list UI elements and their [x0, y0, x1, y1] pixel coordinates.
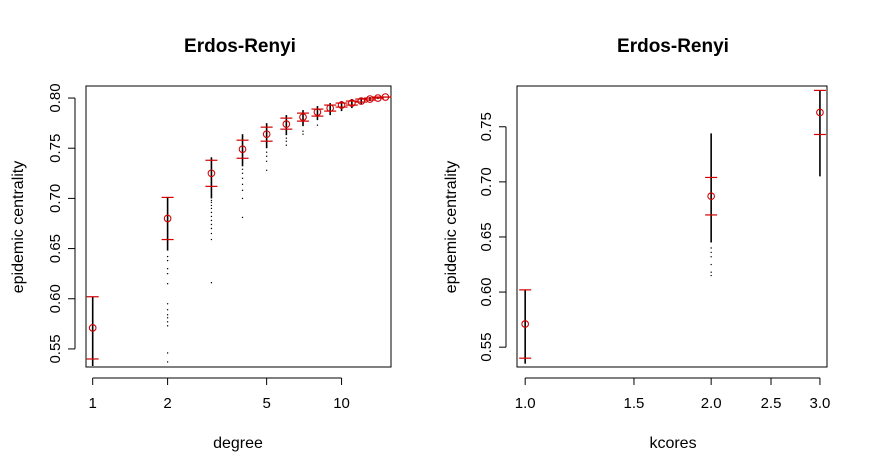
chart-title: Erdos-Renyi [617, 36, 729, 57]
y-tick-label: 0.55 [478, 333, 495, 362]
x-tick-label: 2.0 [701, 395, 722, 412]
mean-point [337, 101, 346, 109]
x-axis-label: degree [213, 435, 263, 452]
mean-point [313, 108, 322, 116]
outlier-point [166, 303, 169, 305]
outlier-point [166, 361, 169, 363]
y-tick-label: 0.60 [47, 284, 64, 313]
outlier-point [210, 207, 213, 210]
outlier-point [210, 201, 213, 204]
mean-point [521, 320, 530, 328]
x-tick-label: 10 [333, 395, 350, 412]
mean-point [707, 192, 715, 201]
mean-point [366, 95, 374, 103]
mean-point [238, 145, 247, 154]
outlier-point [265, 160, 268, 162]
outlier-point [302, 133, 304, 135]
outlier-point [166, 352, 169, 354]
outlier-point [166, 317, 169, 319]
outlier-point [166, 259, 169, 262]
outlier-point [210, 238, 213, 241]
outlier-point [210, 282, 213, 284]
outlier-point [285, 140, 288, 142]
mean-point [357, 97, 366, 105]
outlier-point [210, 219, 213, 222]
y-axis-label: epidemic centrality [10, 161, 27, 294]
y-tick-label: 0.70 [478, 167, 495, 196]
mean-point [262, 130, 271, 139]
outlier-point [710, 274, 712, 277]
mean-point [816, 108, 824, 117]
outlier-point [710, 251, 712, 254]
y-tick-label: 0.55 [47, 334, 64, 363]
mean-point [374, 94, 382, 102]
outlier-point [285, 144, 288, 146]
plot-frame [516, 85, 828, 368]
outlier-point [302, 130, 304, 132]
chart-panel-degree: Erdos-Renyi degree epidemic centrality 1… [10, 36, 392, 452]
outlier-point [241, 177, 244, 180]
x-tick-label: 5 [262, 395, 270, 412]
x-tick-label: 1 [89, 395, 97, 412]
outlier-point [166, 321, 169, 323]
outlier-point [210, 199, 213, 202]
outlier-point [210, 227, 213, 230]
outlier-point [710, 263, 712, 266]
outlier-point [710, 256, 712, 258]
mean-point [207, 169, 216, 178]
mean-point [163, 214, 172, 223]
mean-point [381, 93, 390, 101]
outlier-point [241, 183, 244, 186]
y-tick-label: 0.75 [47, 134, 64, 163]
outlier-point [166, 314, 169, 316]
outlier-point [241, 189, 244, 192]
x-tick-label: 3.0 [810, 395, 831, 412]
outlier-point [210, 211, 213, 214]
outlier-point [241, 197, 244, 200]
plot-frame [85, 85, 392, 368]
outlier-point [166, 255, 169, 258]
y-tick-label: 0.75 [478, 112, 495, 141]
outlier-point [316, 124, 319, 126]
outlier-point [241, 172, 244, 175]
mean-point [88, 324, 97, 332]
outlier-point [210, 204, 213, 207]
mean-point [326, 104, 335, 112]
outlier-point [210, 232, 213, 235]
outlier-point [265, 169, 268, 171]
y-tick-label: 0.65 [478, 222, 495, 251]
outlier-point [285, 137, 288, 139]
mean-point [282, 120, 291, 128]
x-axis-label: kcores [649, 435, 696, 452]
y-axis-label: epidemic centrality [443, 161, 460, 294]
outlier-point [210, 223, 213, 226]
outlier-point [166, 283, 169, 285]
mean-point [348, 99, 356, 107]
outlier-point [710, 271, 712, 273]
x-tick-label: 2.5 [761, 395, 782, 412]
mean-point [299, 113, 307, 121]
outlier-point [265, 151, 268, 153]
x-tick-label: 1.0 [515, 395, 536, 412]
outlier-point [166, 325, 169, 327]
y-tick-label: 0.70 [47, 184, 64, 213]
chart-title: Erdos-Renyi [184, 36, 296, 57]
x-tick-label: 2 [163, 395, 171, 412]
x-tick-label: 1.5 [624, 395, 645, 412]
outlier-point [241, 168, 244, 170]
outlier-point [166, 309, 169, 311]
outlier-point [166, 267, 169, 270]
outlier-point [166, 272, 169, 275]
outlier-point [241, 216, 244, 219]
outlier-point [265, 155, 268, 157]
chart-panel-kcores: Erdos-Renyi kcores epidemic centrality 1… [443, 36, 830, 452]
y-tick-label: 0.65 [47, 234, 64, 263]
y-tick-label: 0.60 [478, 277, 495, 306]
y-tick-label: 0.80 [47, 83, 64, 112]
outlier-point [210, 215, 213, 218]
outlier-point [710, 247, 712, 249]
